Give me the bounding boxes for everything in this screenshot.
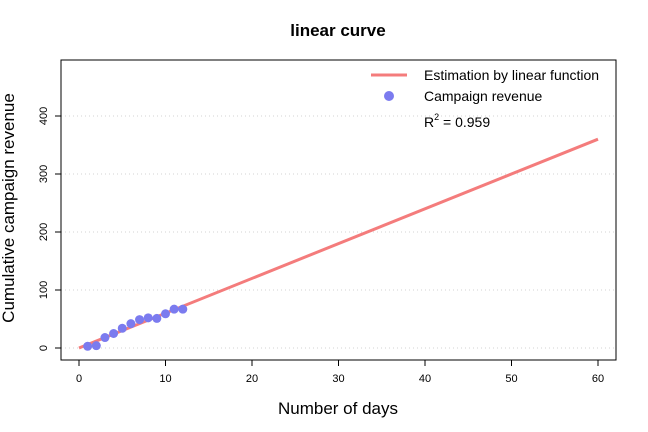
r-squared-exponent: 2 (434, 112, 439, 122)
data-point (126, 319, 136, 329)
x-tick-label-50: 50 (505, 373, 517, 385)
data-point (83, 341, 93, 351)
data-point (143, 313, 153, 323)
legend: Estimation by linear function Campaign r… (371, 67, 599, 130)
x-tick-label-20: 20 (246, 373, 258, 385)
y-tick-label-300: 300 (38, 165, 50, 183)
y-axis-label: Cumulative campaign revenue (0, 93, 18, 323)
legend-point-swatch (384, 91, 394, 101)
data-point (91, 341, 101, 351)
r-squared-value: = 0.959 (439, 114, 490, 130)
series-layer (78, 137, 599, 351)
data-point (109, 329, 119, 338)
x-tick-label-10: 10 (159, 373, 171, 385)
plot-frame (60, 59, 617, 361)
x-tick-label-30: 30 (332, 373, 344, 385)
y-tick-label-400: 400 (38, 107, 50, 125)
y-tick-label-100: 100 (38, 281, 50, 299)
data-point (152, 313, 162, 323)
data-point (135, 315, 145, 325)
r-squared-base: R (424, 114, 434, 130)
x-axis-label: Number of days (278, 399, 398, 418)
x-tick-label-0: 0 (76, 373, 82, 385)
y-tick-label-0: 0 (38, 345, 50, 351)
x-tick-label-40: 40 (419, 373, 431, 385)
legend-label-estimation: Estimation by linear function (424, 67, 599, 83)
y-tick-label-200: 200 (38, 223, 50, 241)
legend-label-campaign-revenue: Campaign revenue (424, 88, 543, 104)
grid-lines (61, 115, 616, 349)
data-point (178, 304, 188, 314)
data-point (169, 304, 179, 314)
data-point (117, 323, 127, 333)
data-point (161, 309, 170, 319)
r-squared-annotation: R2 = 0.959 (424, 112, 490, 130)
x-tick-label-60: 60 (592, 373, 604, 385)
chart-title: linear curve (290, 21, 385, 40)
x-axis: 0 10 20 30 40 50 60 (76, 359, 604, 385)
y-axis: 0 100 200 300 400 (38, 107, 62, 351)
data-point (100, 333, 110, 343)
